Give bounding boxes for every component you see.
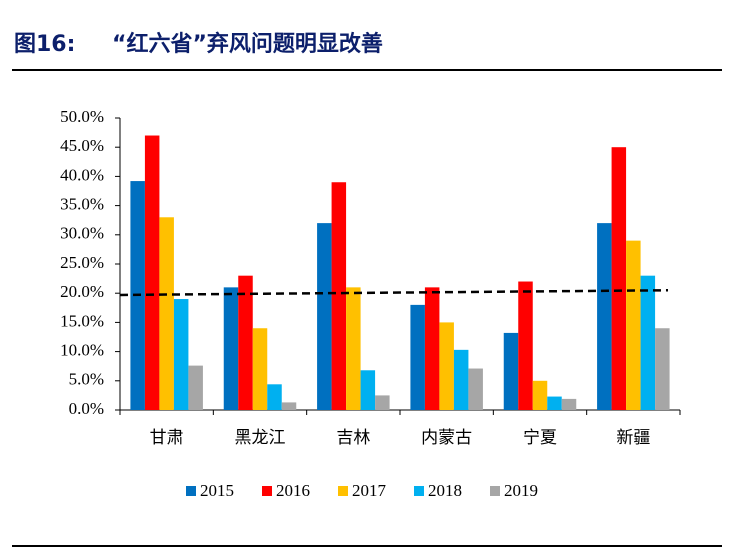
y-tick-label: 25.0% <box>60 253 104 272</box>
bar <box>626 240 641 410</box>
x-tick-label: 内蒙古 <box>421 428 472 448</box>
bar <box>597 223 612 410</box>
bar <box>317 223 332 410</box>
y-tick-label: 35.0% <box>60 195 104 214</box>
legend-label: 2017 <box>352 481 387 500</box>
chart-title: “红六省”弃风问题明显改善 <box>112 31 383 57</box>
bar <box>453 349 469 410</box>
bar <box>331 182 347 410</box>
y-tick-label: 15.0% <box>60 311 104 330</box>
bar <box>346 287 361 410</box>
bar <box>640 275 656 410</box>
legend-swatch <box>414 486 424 496</box>
x-tick-label: 甘肃 <box>150 428 184 448</box>
x-tick-label: 宁夏 <box>523 428 557 448</box>
bar <box>424 287 440 410</box>
bar <box>173 299 189 410</box>
bar <box>410 304 425 410</box>
legend-swatch <box>186 486 196 496</box>
bar <box>518 281 533 410</box>
bar <box>252 328 268 410</box>
bar <box>439 322 454 410</box>
bar <box>159 217 174 410</box>
x-tick-label: 新疆 <box>616 428 650 448</box>
bar <box>611 147 627 410</box>
legend-swatch <box>262 486 272 496</box>
y-tick-label: 30.0% <box>60 224 104 243</box>
bar <box>655 328 670 410</box>
bar <box>468 368 483 410</box>
legend-label: 2015 <box>200 481 234 500</box>
bar <box>281 402 297 410</box>
legend-swatch <box>490 486 500 496</box>
bar <box>561 398 577 410</box>
bar <box>144 135 160 410</box>
bar <box>238 275 253 410</box>
y-tick-label: 0.0% <box>69 399 104 418</box>
y-tick-label: 5.0% <box>69 370 104 389</box>
x-tick-label: 黑龙江 <box>235 428 286 448</box>
y-tick-label: 50.0% <box>60 107 104 126</box>
y-tick-label: 10.0% <box>60 341 104 360</box>
bar <box>223 287 239 410</box>
bar <box>267 384 282 410</box>
legend-label: 2019 <box>504 481 538 500</box>
y-tick-label: 40.0% <box>60 165 104 184</box>
bar <box>547 396 562 410</box>
bar <box>188 365 203 410</box>
legend-label: 2018 <box>428 481 462 500</box>
legend-swatch <box>338 486 348 496</box>
bar <box>360 370 376 410</box>
bar <box>532 380 548 410</box>
bar <box>503 332 519 410</box>
legend-label: 2016 <box>276 481 310 500</box>
reference-line <box>119 289 669 297</box>
figure-label: 图16: <box>14 32 75 57</box>
bar <box>375 395 390 410</box>
y-tick-label: 20.0% <box>60 282 104 301</box>
x-tick-label: 吉林 <box>336 428 370 448</box>
y-tick-label: 45.0% <box>60 136 104 155</box>
